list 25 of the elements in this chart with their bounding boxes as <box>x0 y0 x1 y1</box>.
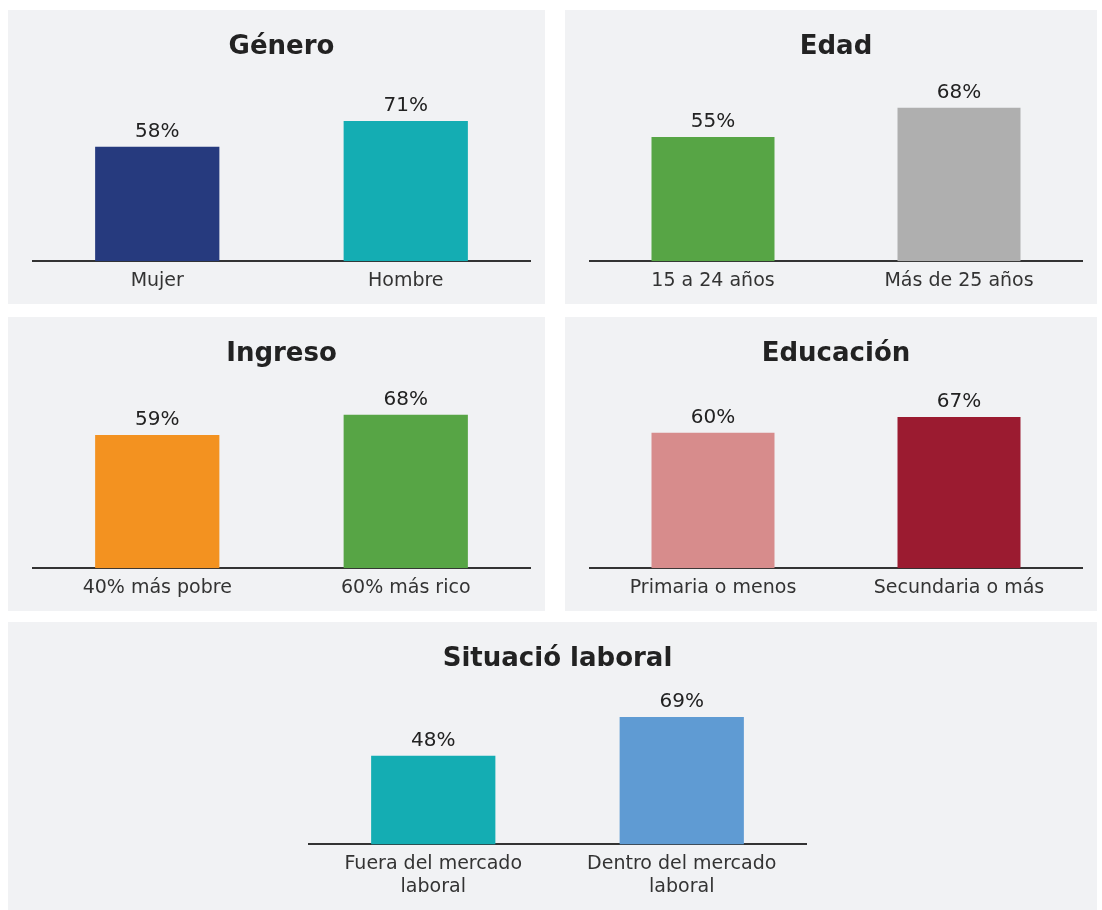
x-tick-label: Mujer <box>130 267 185 290</box>
data-label: 68% <box>936 78 982 103</box>
x-tick-label: Más de 25 años <box>884 267 1034 290</box>
data-label: 48% <box>411 727 456 752</box>
x-tick-label: 40% más pobre <box>82 574 232 597</box>
x-tick-label: 60% más rico <box>340 574 471 597</box>
data-label: 59% <box>135 406 180 431</box>
x-tick-label: Secundaria o más <box>873 574 1045 597</box>
x-tick-label: Primaria o menos <box>629 574 797 597</box>
data-label: 69% <box>659 688 704 713</box>
data-label: 58% <box>135 117 180 142</box>
data-label: 55% <box>690 108 736 133</box>
x-tick-label: Fuera del mercado laboral <box>344 850 523 896</box>
chart-title: Situació laboral <box>442 642 673 673</box>
chart-title: Edad <box>799 30 873 61</box>
chart-title: Ingreso <box>226 337 337 368</box>
x-tick-label: Hombre <box>367 267 444 290</box>
x-tick-label: 15 a 24 años <box>651 267 775 290</box>
x-tick-label: Dentro del mercado laboral <box>587 850 777 896</box>
data-label: 60% <box>690 403 736 428</box>
data-label: 71% <box>383 92 428 117</box>
data-label: 68% <box>383 385 428 410</box>
data-label: 67% <box>936 388 982 413</box>
chart-title: Educación <box>761 337 911 368</box>
chart-title: Género <box>228 30 335 61</box>
